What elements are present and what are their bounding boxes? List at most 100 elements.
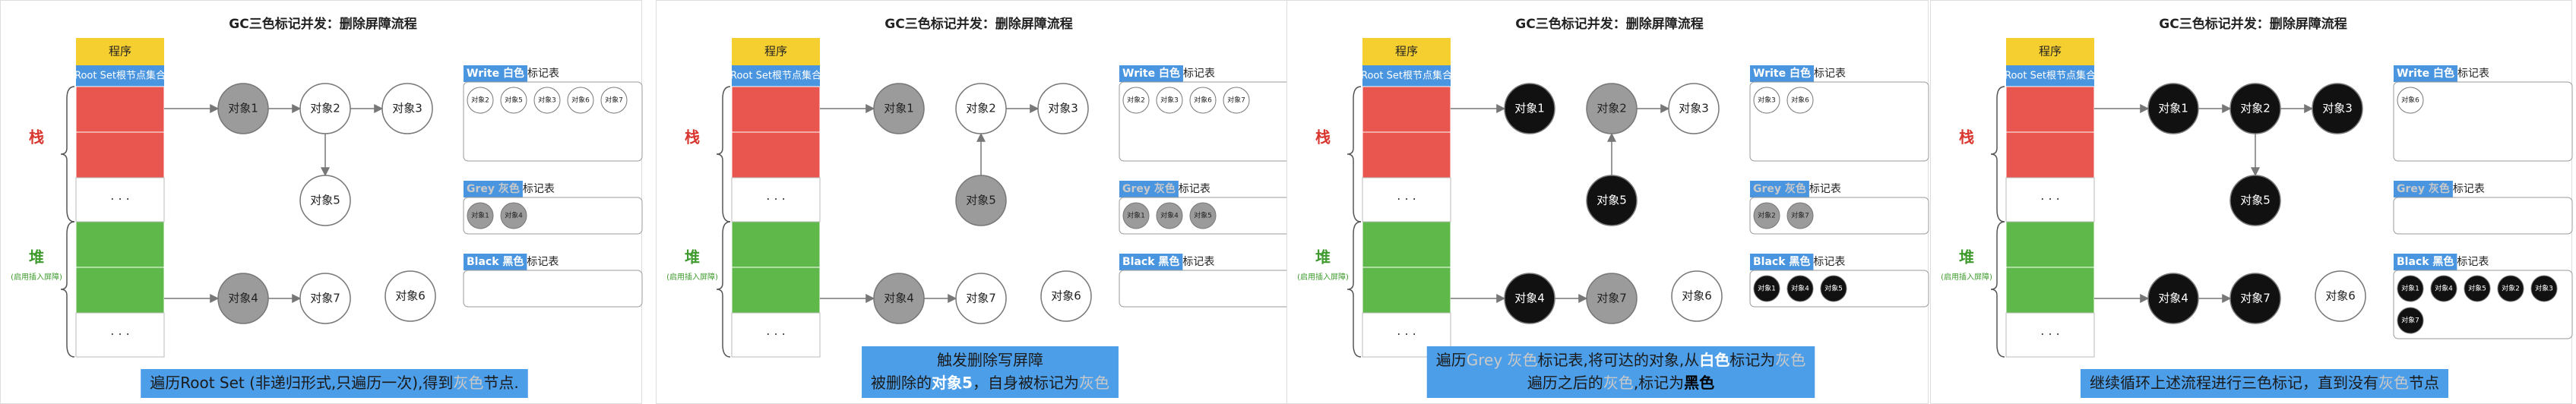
table-item-label: 对象1 <box>1758 284 1776 293</box>
object-node <box>1668 83 1720 134</box>
brace <box>1347 86 1362 223</box>
object-node <box>955 273 1007 324</box>
memory-block <box>2005 221 2095 268</box>
memory-block <box>1362 86 1451 133</box>
panel-title: GC三色标记并发：删除屏障流程 <box>885 16 1072 32</box>
table-item-label: 对象1 <box>471 211 489 220</box>
object-node <box>873 83 925 134</box>
memory-block <box>1362 131 1451 178</box>
object-node <box>2147 83 2199 134</box>
table-name: Grey 灰色 <box>467 182 520 195</box>
table-item-label: 对象3 <box>1758 96 1776 105</box>
object-label: 对象3 <box>1679 102 1709 115</box>
panel-title: GC三色标记并发：删除屏障流程 <box>229 16 416 32</box>
table-header-bg <box>2394 181 2453 197</box>
memory-block <box>2005 312 2095 358</box>
object-label: 对象4 <box>2158 292 2188 305</box>
root-set-box <box>2006 65 2094 87</box>
program-box <box>732 38 820 65</box>
stack-label: 栈 <box>29 128 44 147</box>
object-label: 对象1 <box>2158 102 2188 115</box>
object-label: 对象2 <box>966 102 996 115</box>
object-node <box>385 270 436 322</box>
table-box <box>463 270 643 308</box>
object-node <box>2229 175 2281 226</box>
table-header-bg <box>1750 181 1809 197</box>
table-item <box>500 202 527 229</box>
brace <box>60 86 75 223</box>
table-item-label: 对象6 <box>571 96 590 105</box>
memory-block <box>75 131 165 178</box>
table-item-label: 对象3 <box>2535 284 2553 293</box>
table-header-bg <box>1750 254 1814 270</box>
table-name: Write 白色 <box>1122 67 1180 80</box>
table-item <box>2464 275 2491 302</box>
table-item <box>600 87 628 114</box>
table-name: Write 白色 <box>2397 67 2454 80</box>
table-header-bg <box>2394 65 2457 82</box>
caption-segment: ,标记为 <box>1634 374 1684 392</box>
table-header-bg <box>1119 65 1183 82</box>
object-label: 对象7 <box>2240 292 2271 305</box>
table-item <box>467 202 494 229</box>
table-suffix: 标记表 <box>523 183 555 195</box>
table-suffix: 标记表 <box>1182 256 1214 268</box>
caption-segment: 对象5 <box>932 374 973 392</box>
heap-label: 堆 <box>1315 248 1331 267</box>
caption-box <box>141 369 528 398</box>
object-label: 对象3 <box>1048 102 1078 115</box>
memory-block <box>731 131 821 178</box>
object-node <box>299 83 351 134</box>
table-box <box>2393 81 2573 162</box>
table-header-bg <box>464 65 527 82</box>
caption-segment: Grey 灰色 <box>1467 351 1538 369</box>
table-item <box>1189 87 1217 114</box>
object-label: 对象4 <box>228 292 258 305</box>
memory-block <box>1362 177 1451 223</box>
table-item-label: 对象7 <box>1227 96 1245 105</box>
table-header-bg <box>464 254 527 270</box>
brace <box>1347 221 1362 358</box>
object-label: 对象7 <box>310 292 340 305</box>
table-suffix: 标记表 <box>1179 183 1210 195</box>
caption-segment: 遍历之后的 <box>1527 374 1603 392</box>
object-label: 对象7 <box>1597 292 1627 305</box>
object-label: 对象3 <box>392 102 422 115</box>
ellipsis: · · · <box>1397 192 1416 207</box>
object-node <box>217 83 269 134</box>
table-item <box>1223 87 1250 114</box>
program-box <box>76 38 164 65</box>
caption-box <box>862 346 1119 398</box>
table-header-bg <box>2394 254 2457 270</box>
memory-block <box>731 267 821 314</box>
table-item-label: 对象6 <box>2401 96 2419 105</box>
caption-line: 遍历之后的灰色,标记为黑色 <box>1527 374 1714 392</box>
table-suffix: 标记表 <box>2457 256 2489 268</box>
table-item-label: 对象5 <box>505 96 523 105</box>
table-item <box>1189 202 1217 229</box>
table-name: Black 黑色 <box>1753 255 1810 268</box>
caption-segment: 灰色 <box>2378 374 2409 392</box>
table-item-label: 对象5 <box>2468 284 2486 293</box>
table-item-label: 对象6 <box>1194 96 1212 105</box>
table-header-bg <box>1119 181 1179 197</box>
memory-block <box>2005 131 2095 178</box>
root-set-box <box>1362 65 1451 87</box>
object-label: 对象2 <box>2240 102 2271 115</box>
object-node <box>955 175 1007 226</box>
caption-segment: ，自身被标记为 <box>973 374 1079 392</box>
table-item <box>2397 307 2424 334</box>
object-node <box>299 175 351 226</box>
table-item <box>500 87 527 114</box>
panel-title: GC三色标记并发：删除屏障流程 <box>2159 16 2347 32</box>
stack-label: 栈 <box>685 128 700 147</box>
object-node <box>1504 83 1555 134</box>
object-label: 对象7 <box>966 292 996 305</box>
caption-line: 继续循环上述流程进行三色标记，直到没有灰色节点 <box>2090 374 2439 392</box>
table-item-label: 对象3 <box>1160 96 1179 105</box>
caption-segment: 遍历Root Set (非递归形式,只遍历一次),得到 <box>150 374 453 392</box>
memory-block <box>731 86 821 133</box>
table-item <box>1786 202 1814 229</box>
